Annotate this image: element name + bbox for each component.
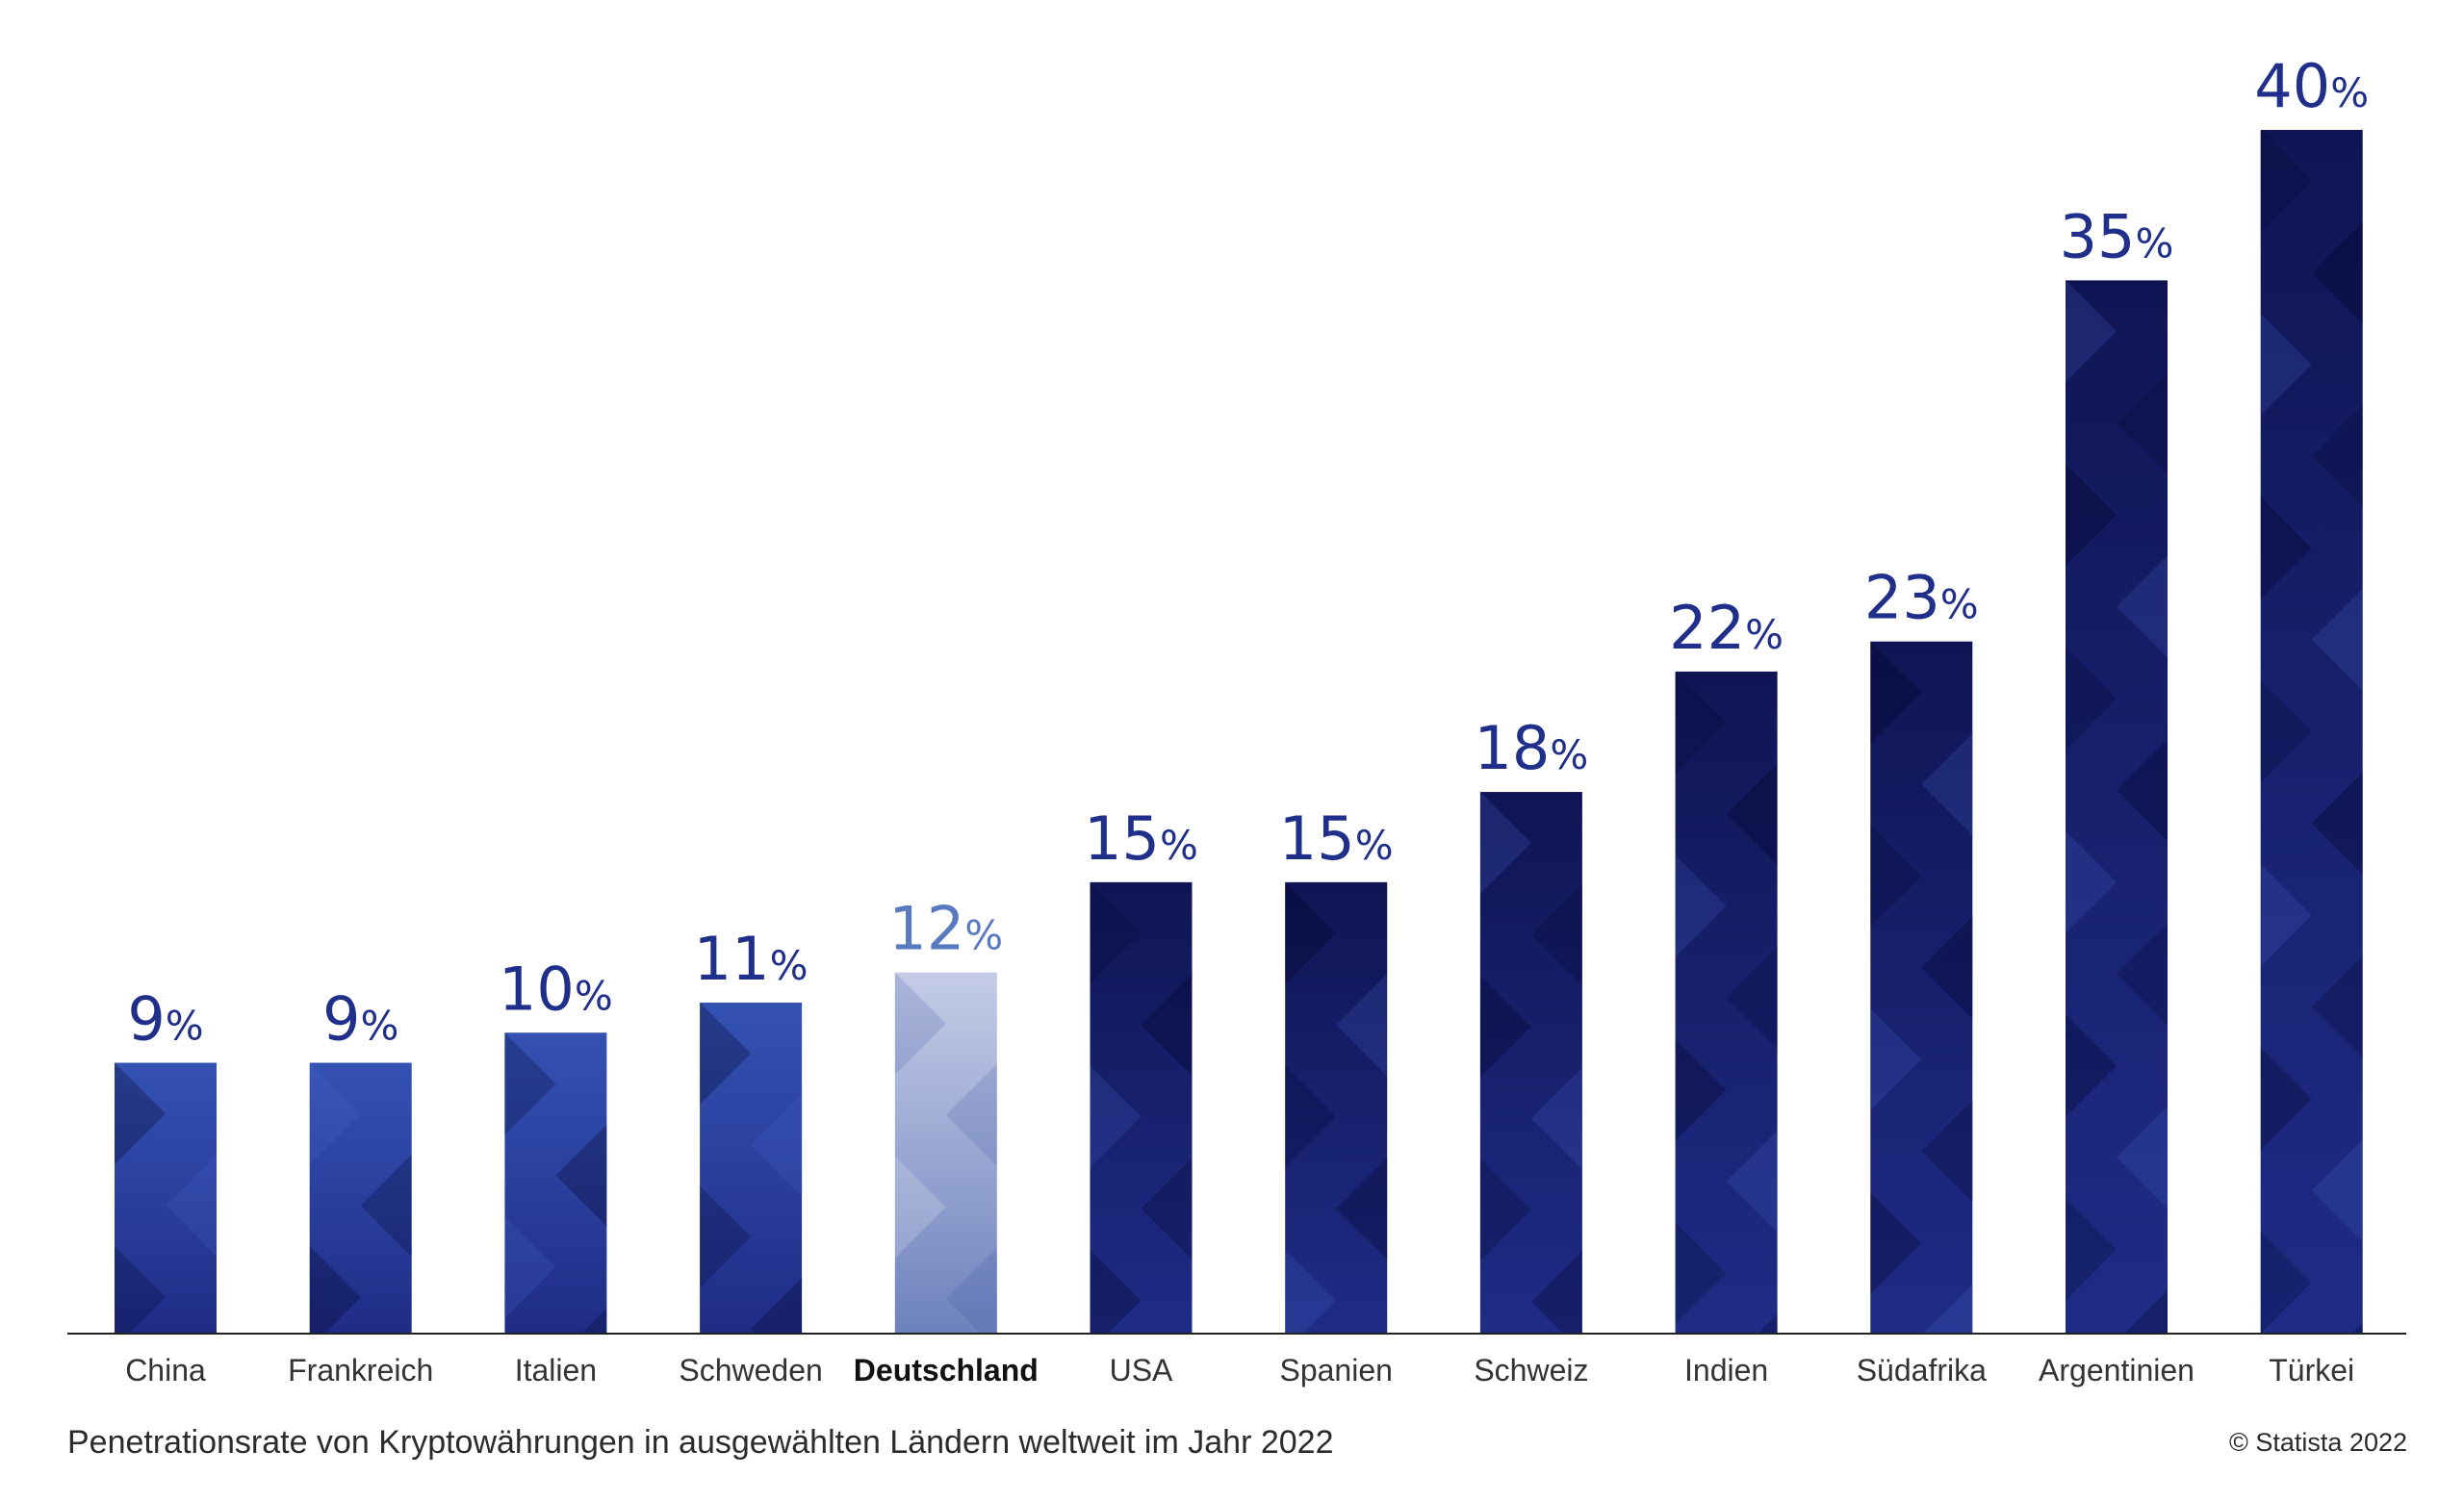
category-label-schweden: Schweden (679, 1353, 822, 1387)
bar-facets (894, 972, 997, 1334)
bar-rect (2066, 280, 2168, 1334)
value-label-frankreich: 9% (322, 984, 398, 1055)
category-label-china: China (125, 1353, 206, 1387)
bar-facets (1675, 671, 1778, 1334)
bar-rect (700, 1002, 803, 1334)
bar-rect (2260, 130, 2363, 1334)
value-label-usa: 15% (1084, 803, 1198, 874)
bar-facets (2066, 280, 2168, 1334)
bar-china (115, 1062, 217, 1335)
bar-facets (1285, 881, 1388, 1334)
value-label-indien: 22% (1669, 593, 1784, 663)
category-label-deutschland: Deutschland (854, 1353, 1039, 1387)
bar-südafrika (1870, 641, 1973, 1334)
bar-facets (2260, 130, 2363, 1334)
category-label-südafrika: Südafrika (1857, 1353, 1987, 1387)
bar-usa (1090, 881, 1193, 1334)
bar-facets (115, 1062, 217, 1335)
bars-layer (115, 130, 2363, 1335)
bar-rect (504, 1032, 607, 1334)
value-label-türkei: 40% (2254, 51, 2369, 121)
bar-deutschland (894, 972, 997, 1334)
bar-facets (309, 1062, 412, 1335)
bar-facets (1870, 641, 1973, 1334)
chart-caption: Penetrationsrate von Kryptowährungen in … (67, 1424, 1334, 1461)
category-label-usa: USA (1110, 1353, 1173, 1387)
bar-rect (894, 972, 997, 1334)
value-label-südafrika: 23% (1864, 563, 1979, 633)
category-labels-layer: China Frankreich Italien Schweden Deutschlan… (125, 1353, 2354, 1387)
bar-italien (504, 1032, 607, 1334)
bar-facets (1090, 881, 1193, 1334)
value-label-schweiz: 18% (1474, 713, 1588, 783)
bar-facets (504, 1032, 607, 1334)
category-label-türkei: Türkei (2269, 1353, 2354, 1387)
value-label-deutschland: 12% (888, 894, 1003, 964)
value-label-china: 9% (127, 984, 203, 1055)
value-labels-layer: 9% 9% 10% 11% 12% 15% 15% 18% 22% 23% 35% 40% (127, 51, 2369, 1055)
category-label-italien: Italien (515, 1353, 597, 1387)
bar-spanien (1285, 881, 1388, 1334)
bar-rect (1675, 671, 1778, 1334)
category-label-argentinien: Argentinien (2039, 1353, 2194, 1387)
bar-rect (1090, 881, 1193, 1334)
bar-rect (1285, 881, 1388, 1334)
bar-schweden (700, 1002, 803, 1334)
bar-facets (700, 1002, 803, 1334)
category-label-indien: Indien (1684, 1353, 1768, 1387)
copyright-notice: © Statista 2022 (2228, 1428, 2407, 1457)
bar-rect (1870, 641, 1973, 1334)
category-label-spanien: Spanien (1279, 1353, 1392, 1387)
category-label-frankreich: Frankreich (288, 1353, 433, 1387)
bar-rect (1479, 792, 1582, 1334)
bar-rect (309, 1062, 412, 1334)
value-label-schweden: 11% (694, 924, 808, 994)
value-label-spanien: 15% (1279, 803, 1394, 874)
bar-frankreich (309, 1062, 412, 1335)
value-label-argentinien: 35% (2060, 201, 2174, 271)
bar-facets (1479, 792, 1582, 1334)
bar-türkei (2260, 130, 2363, 1334)
bar-rect (115, 1062, 217, 1334)
bar-schweiz (1479, 792, 1582, 1334)
category-label-schweiz: Schweiz (1474, 1353, 1588, 1387)
bar-indien (1675, 671, 1778, 1334)
bar-argentinien (2066, 280, 2168, 1334)
value-label-italien: 10% (499, 954, 613, 1024)
